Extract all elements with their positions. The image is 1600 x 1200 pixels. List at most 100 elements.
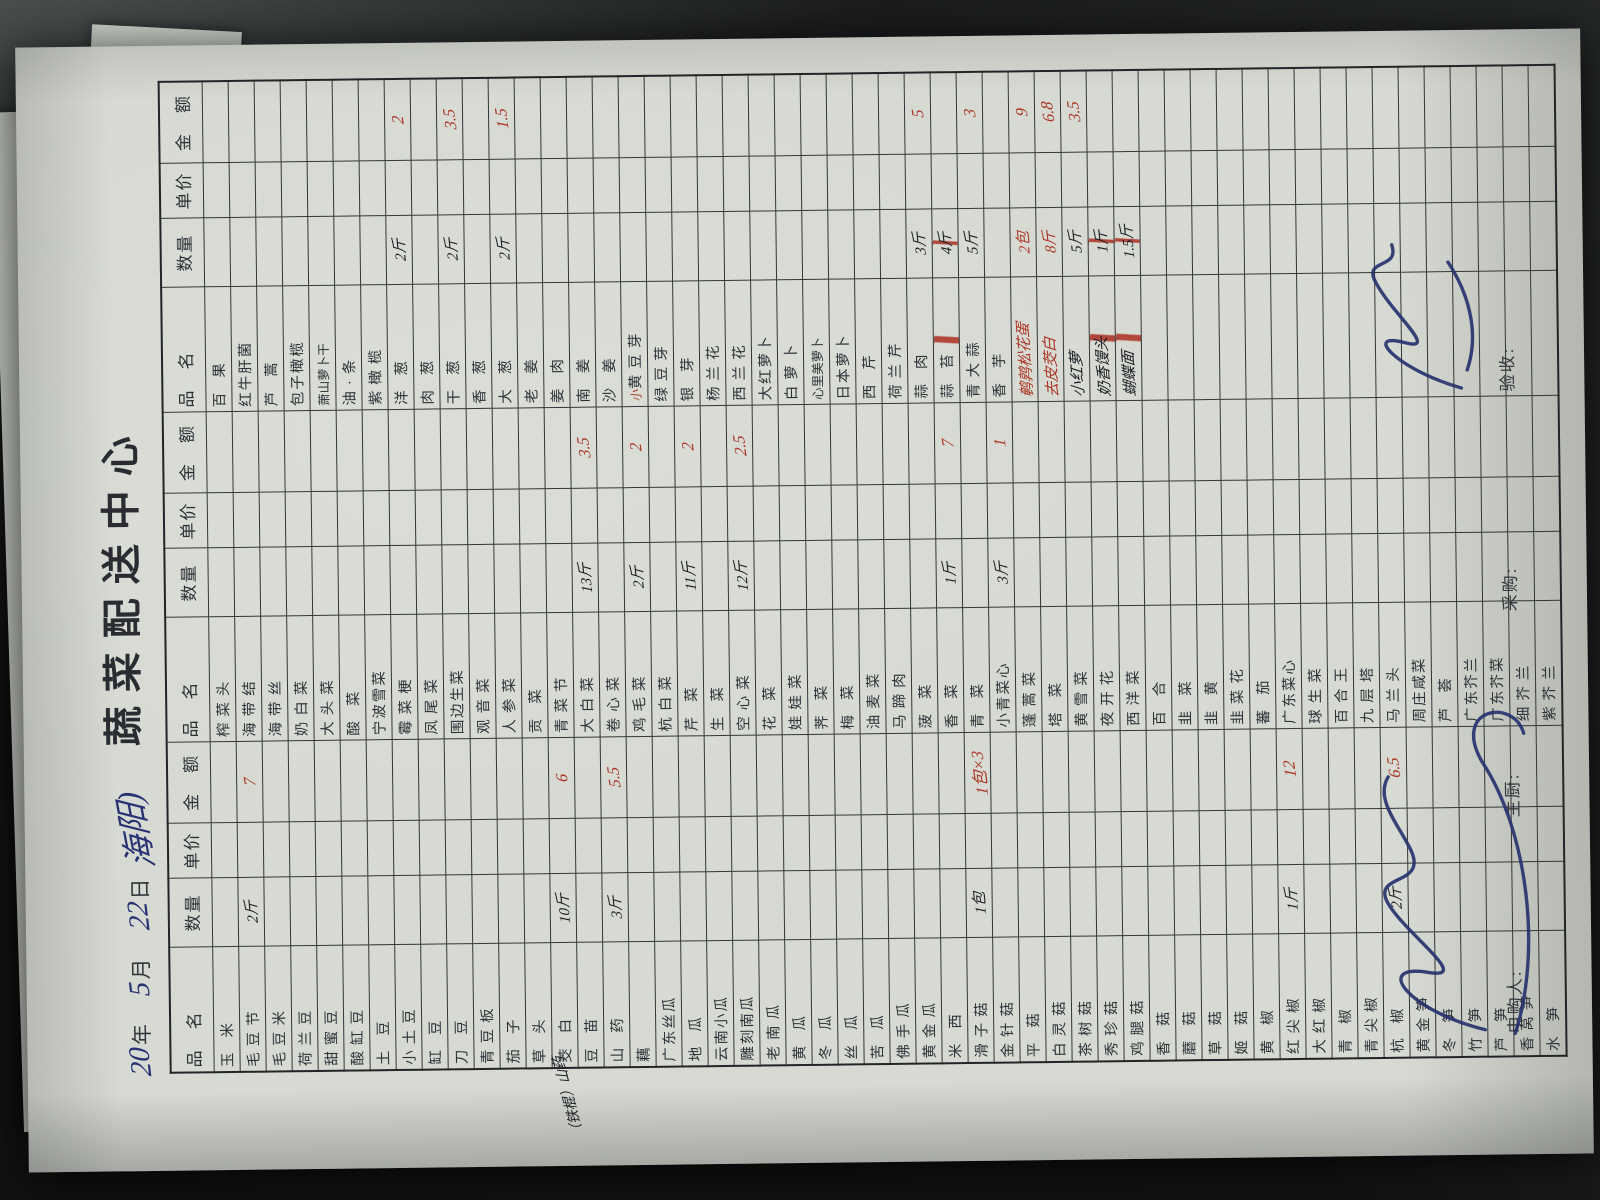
name-cell: 山药 — [602, 941, 631, 1068]
name-cell: 韭菜 — [1170, 604, 1199, 731]
quantity-cell — [883, 539, 911, 609]
name-cell: 观音菜 — [468, 613, 497, 739]
unit-price-cell — [567, 158, 594, 214]
name-cell: 杨兰花 — [698, 280, 727, 406]
quantity-cell — [853, 209, 881, 279]
name-cell: 洋葱 — [386, 284, 415, 410]
item-name: 红尖椒 — [1285, 992, 1303, 1055]
item-name: 平菇 — [1025, 998, 1043, 1058]
quantity-cell: 2斤 — [385, 215, 413, 285]
quantity-cell — [523, 873, 551, 943]
quantity-cell — [1143, 536, 1171, 606]
handwritten-quantity: 10斤 — [555, 892, 575, 924]
item-name: 蒜肉 — [913, 339, 931, 399]
item-name: 紫橄榄 — [367, 343, 385, 406]
quantity-cell — [757, 870, 785, 941]
name-cell: 宁波雪菜 — [364, 614, 393, 740]
quantity-cell — [1221, 535, 1249, 605]
amount-cell — [288, 740, 316, 822]
amount-cell — [1298, 398, 1326, 480]
amount-cell: 9 — [1008, 71, 1036, 153]
quantity-cell — [567, 213, 595, 283]
unit-price-cell — [359, 160, 386, 216]
name-cell: 茶树菇 — [1070, 935, 1099, 1062]
handwritten-amount: 6 — [550, 773, 572, 783]
name-cell: 草头 — [524, 942, 553, 1069]
unit-price-cell — [809, 815, 836, 871]
amount-cell — [314, 740, 342, 822]
name-cell: 米西 — [940, 937, 969, 1064]
quantity-cell: 3斤 — [987, 537, 1015, 608]
amount-cell — [1086, 70, 1114, 153]
item-name: 夜开花 — [1099, 664, 1117, 727]
quantity-cell: 2斤 — [623, 542, 651, 612]
item-name: 马兰头 — [1385, 661, 1403, 723]
unit-price-cell — [1061, 152, 1088, 208]
column-header: 金 额 — [158, 81, 204, 164]
amount-cell — [574, 737, 602, 819]
name-cell: 西洋菜 — [1118, 605, 1147, 731]
name-cell: 南姜 — [568, 282, 597, 408]
unit-price-cell — [1139, 151, 1166, 207]
unit-price-cell — [1013, 482, 1040, 538]
column-header: 单价 — [159, 162, 204, 219]
name-cell: 丝瓜 — [836, 938, 865, 1065]
item-name: 黄雪菜 — [1073, 665, 1091, 727]
item-name: 佛手瓜 — [895, 997, 913, 1059]
name-cell: 菠菜 — [910, 607, 939, 734]
name-cell: 青菜 — [962, 607, 991, 733]
unit-price-cell — [827, 154, 854, 211]
quantity-cell — [545, 543, 573, 613]
amount-cell — [1016, 731, 1044, 813]
unit-price-cell — [701, 486, 728, 542]
name-cell: 生菜 — [702, 610, 731, 736]
quantity-cell — [393, 875, 421, 945]
unit-price-cell — [315, 821, 342, 877]
name-cell: 甜蜜豆 — [316, 945, 345, 1071]
quantity-cell — [1251, 864, 1279, 935]
item-name: 草菇 — [1207, 995, 1225, 1056]
amount-cell — [1064, 400, 1092, 483]
amount-cell — [232, 411, 260, 493]
date-day-label: 日 — [128, 878, 153, 900]
item-name: 苦瓜 — [869, 1000, 887, 1060]
footer-label-inspector: 验收: — [1497, 346, 1518, 392]
handwritten-amount: 12 — [1278, 760, 1300, 778]
unit-price-cell — [1347, 148, 1374, 204]
name-cell: 老南瓜 — [758, 939, 787, 1066]
unit-price-cell — [675, 486, 702, 543]
quantity-cell — [1533, 531, 1562, 601]
amount-cell — [800, 73, 828, 156]
amount-cell — [592, 76, 620, 159]
item-name: 香芋 — [991, 338, 1009, 398]
unit-price-cell — [965, 813, 992, 869]
amount-cell — [540, 76, 568, 159]
quantity-cell — [1091, 536, 1119, 606]
handwritten-amount: 2 — [386, 115, 408, 125]
unit-price-cell — [1273, 479, 1300, 535]
name-cell: 海带结 — [234, 616, 263, 742]
name-cell: 蕃茄 — [1248, 603, 1277, 730]
amount-cell — [930, 72, 958, 154]
column-header: 单价 — [163, 492, 208, 549]
amount-cell — [496, 737, 524, 820]
item-name: 干葱 — [445, 345, 463, 405]
unit-price-cell — [1351, 478, 1378, 534]
unit-price-cell — [1143, 481, 1170, 537]
amount-cell — [618, 75, 646, 158]
quantity-cell: 5斤 — [957, 208, 985, 278]
item-name: 冬瓜 — [817, 1000, 835, 1060]
quantity-cell — [311, 546, 339, 616]
handwritten-quantity: 1包 — [971, 891, 990, 915]
item-name: 大红萝卜 — [757, 334, 775, 401]
unit-price-cell — [853, 154, 880, 210]
amount-cell — [704, 735, 732, 817]
item-name: 黄豆芽 — [627, 327, 645, 390]
name-cell: 蘑菇 — [1174, 934, 1203, 1061]
unit-price-cell — [1251, 809, 1278, 866]
name-cell: 雕刻南瓜 — [732, 940, 761, 1066]
item-name: 杭椒 — [1389, 993, 1407, 1053]
item-name: 大白菜 — [579, 671, 597, 733]
unit-price-cell — [389, 490, 416, 546]
date-month-value: 5 — [122, 981, 157, 997]
